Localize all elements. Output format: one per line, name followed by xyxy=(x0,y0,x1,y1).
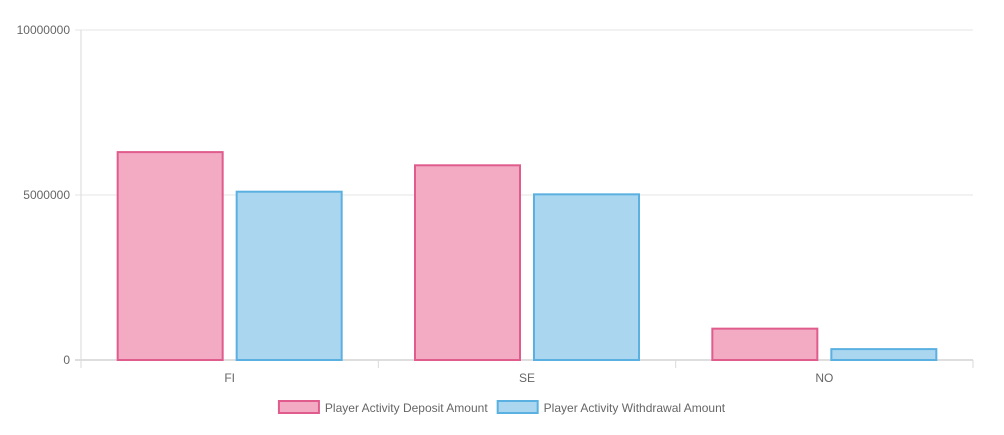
legend-item-deposit[interactable]: Player Activity Deposit Amount xyxy=(277,400,488,415)
bar-deposit-se[interactable] xyxy=(414,164,521,361)
x-tick-label-no: NO xyxy=(815,371,833,385)
legend-swatch xyxy=(277,400,320,414)
bar-withdrawal-se[interactable] xyxy=(533,193,640,361)
y-tick-label: 10000000 xyxy=(17,23,71,37)
bar-withdrawal-no[interactable] xyxy=(830,348,938,361)
legend-label: Player Activity Withdrawal Amount xyxy=(544,401,726,415)
bar-deposit-no[interactable] xyxy=(711,327,819,361)
x-tick-label-se: SE xyxy=(519,371,535,385)
legend-swatch xyxy=(496,400,539,414)
legend-item-withdrawal[interactable]: Player Activity Withdrawal Amount xyxy=(496,400,726,415)
bars-layer xyxy=(116,151,938,361)
x-tick-label-fi: FI xyxy=(224,371,235,385)
grid-layer xyxy=(75,29,974,368)
y-tick-label: 5000000 xyxy=(23,188,70,202)
y-tick-label: 0 xyxy=(63,353,70,367)
legend-label: Player Activity Deposit Amount xyxy=(325,401,488,415)
legend[interactable]: Player Activity Deposit Amount Player Act… xyxy=(277,400,726,415)
axis-layer: 0 5000000 10000000 FI SE NO xyxy=(17,23,834,385)
bar-deposit-fi[interactable] xyxy=(116,151,224,361)
bar-withdrawal-fi[interactable] xyxy=(235,190,343,361)
